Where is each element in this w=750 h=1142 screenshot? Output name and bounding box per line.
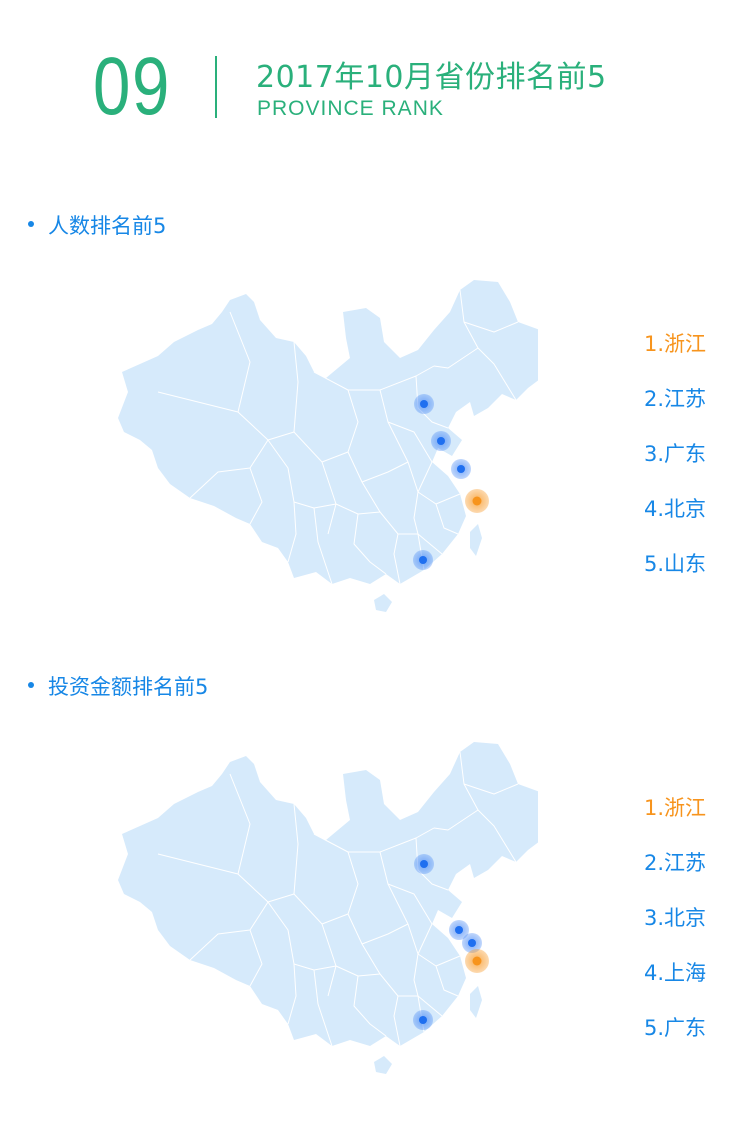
ranking-item: 2.江苏	[644, 851, 707, 875]
map-marker-jiangsu	[449, 920, 469, 940]
ranking-item: 5.广东	[644, 1016, 707, 1040]
section-title-investment: 投资金额排名前5	[28, 671, 208, 701]
page-title: 2017年10月省份排名前5	[256, 60, 607, 95]
section-title-people: 人数排名前5	[28, 210, 166, 240]
section-title-text: 投资金额排名前5	[48, 675, 209, 699]
page-header: 09 2017年10月省份排名前5 PROVINCE RANK	[0, 0, 750, 150]
map-marker-zhejiang	[465, 489, 489, 513]
map-marker-guangdong	[413, 1010, 433, 1030]
ranking-item: 4.上海	[644, 961, 707, 985]
map-marker-beijing	[414, 394, 434, 414]
chapter-number: 09	[93, 41, 172, 132]
bullet-dot-icon	[28, 221, 34, 227]
section-title-text: 人数排名前5	[48, 214, 167, 238]
china-map-investment	[118, 741, 538, 1075]
map-marker-shanghai	[462, 933, 482, 953]
header-divider	[215, 56, 217, 118]
ranking-item: 1.浙江	[644, 332, 707, 356]
ranking-item: 5.山东	[644, 552, 707, 576]
ranking-item: 1.浙江	[644, 796, 707, 820]
bullet-dot-icon	[28, 682, 34, 688]
map-marker-zhejiang	[465, 949, 489, 973]
ranking-item: 3.广东	[644, 442, 707, 466]
ranking-item: 2.江苏	[644, 387, 707, 411]
page-subtitle: PROVINCE RANK	[257, 97, 444, 120]
map-marker-beijing	[414, 854, 434, 874]
ranking-item: 4.北京	[644, 497, 707, 521]
ranking-item: 3.北京	[644, 906, 707, 930]
map-marker-jiangsu	[451, 459, 471, 479]
map-marker-guangdong	[413, 550, 433, 570]
map-marker-shandong	[431, 431, 451, 451]
china-map-people	[118, 279, 538, 613]
